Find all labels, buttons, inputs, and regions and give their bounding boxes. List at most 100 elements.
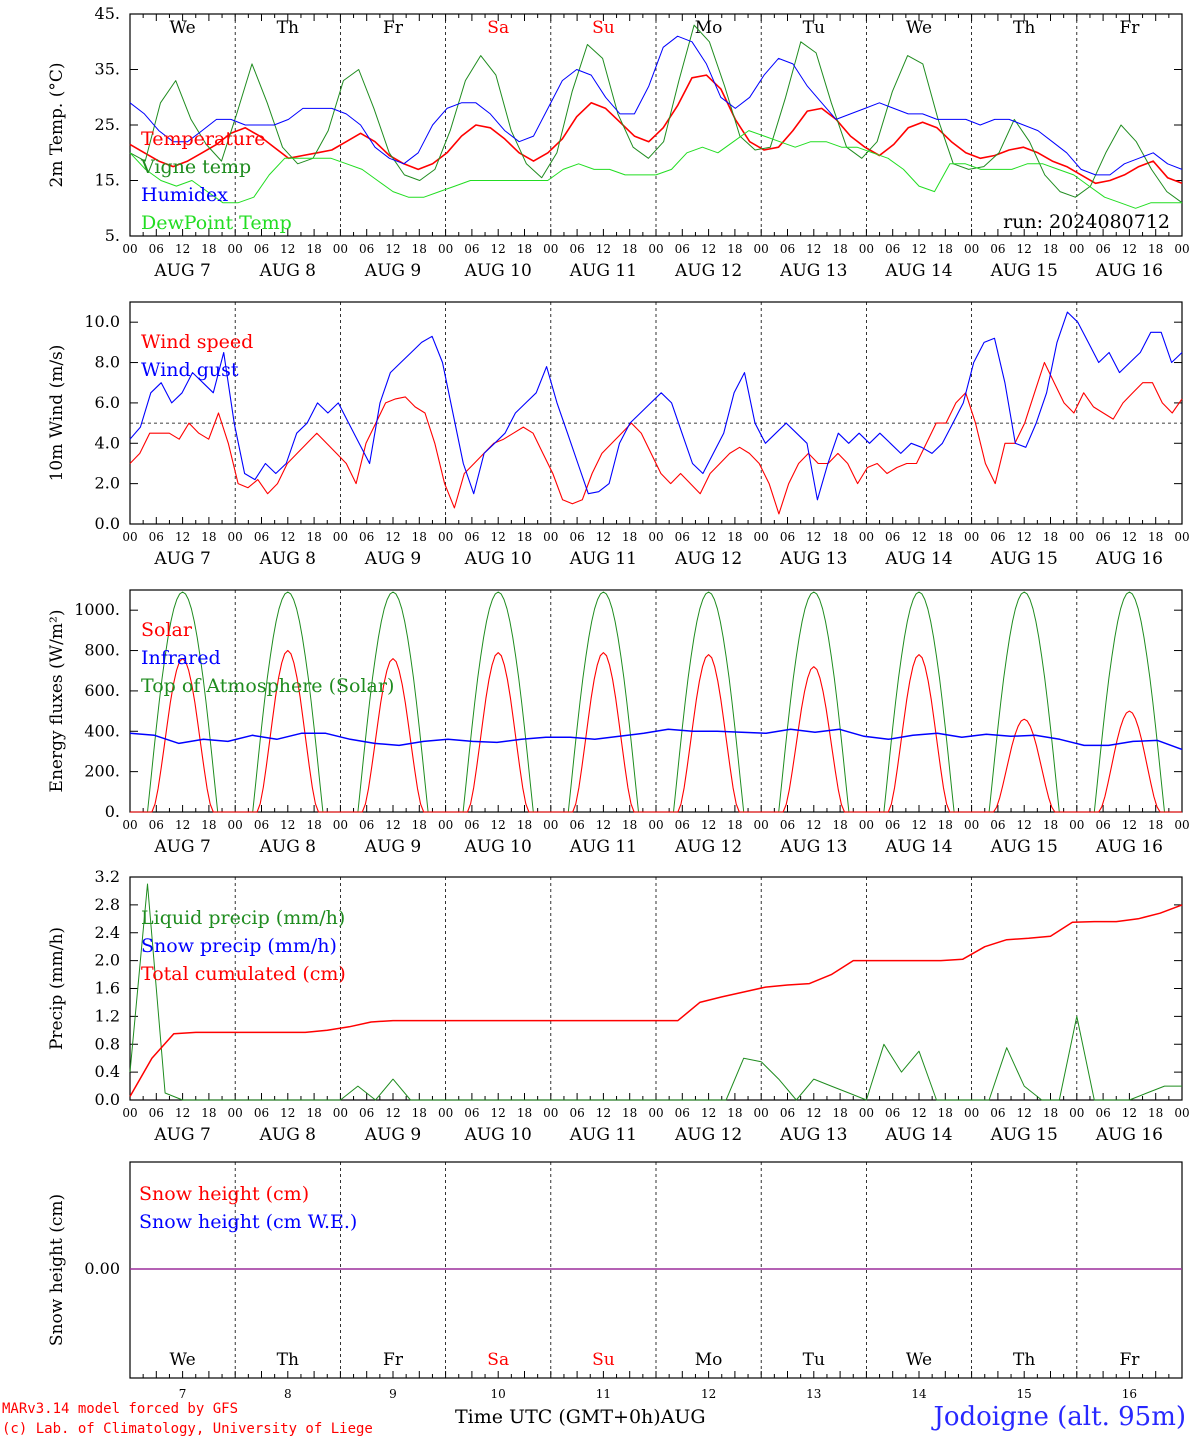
y-tick-label: 2.0 bbox=[95, 474, 120, 493]
panel-frame-5: 0.00 Snow height (cm) Snow height (cm) Snow… bbox=[47, 1161, 1183, 1401]
panel-frame-4: 3.2 2.8 2.4 2.0 1.6 1.2 0.8 0.4 0.0 Precip (mm/h)… bbox=[47, 867, 1190, 1145]
weekday-label: Tu bbox=[803, 18, 825, 38]
hour-label: 00 bbox=[333, 242, 348, 256]
hour-label: 06 bbox=[780, 530, 795, 544]
hour-label: 18 bbox=[201, 530, 216, 544]
hour-label: 00 bbox=[1174, 242, 1189, 256]
series-humidex bbox=[129, 35, 1183, 176]
legend-entry: DewPoint Temp bbox=[141, 212, 292, 234]
date-label: AUG 12 bbox=[674, 1125, 742, 1145]
hour-label: 06 bbox=[149, 818, 164, 832]
hour-label: 06 bbox=[990, 242, 1005, 256]
hour-label: 18 bbox=[1043, 242, 1058, 256]
date-label: AUG 13 bbox=[779, 261, 847, 281]
hour-label: 12 bbox=[175, 1106, 190, 1120]
hour-label: 18 bbox=[412, 242, 427, 256]
weekday-label: We bbox=[906, 1350, 932, 1370]
hour-label: 00 bbox=[754, 1106, 769, 1120]
panel-frame-2: 10.0 8.0 6.0 4.0 2.0 0.0 10m Wind (m/s) Wind sp… bbox=[47, 301, 1190, 569]
y-tick-label: 1.6 bbox=[95, 979, 120, 998]
date-label: AUG 12 bbox=[674, 837, 742, 857]
y-axis-title: Snow height (cm) bbox=[47, 1194, 67, 1346]
hour-label: 12 bbox=[491, 1106, 506, 1120]
hour-label: 18 bbox=[412, 530, 427, 544]
hour-label: 12 bbox=[806, 818, 821, 832]
hour-label: 12 bbox=[1122, 530, 1137, 544]
hour-label: 00 bbox=[964, 1106, 979, 1120]
weekday-label: Mo bbox=[695, 1350, 723, 1370]
hour-label: 00 bbox=[859, 242, 874, 256]
date-label: AUG 14 bbox=[884, 549, 952, 569]
weekday-label: Fr bbox=[1119, 1350, 1140, 1370]
day-number-label: 7 bbox=[179, 1387, 187, 1401]
legend-entry: Top of Atmosphere (Solar) bbox=[141, 675, 394, 697]
hour-label: 06 bbox=[1095, 530, 1110, 544]
weekday-label: We bbox=[906, 18, 932, 38]
date-label: AUG 10 bbox=[464, 549, 532, 569]
hour-label: 00 bbox=[648, 818, 663, 832]
hour-label: 00 bbox=[543, 1106, 558, 1120]
hour-label: 06 bbox=[569, 530, 584, 544]
day-number-label: 16 bbox=[1122, 1387, 1137, 1401]
run-annotation: run: 2024080712 bbox=[1003, 211, 1170, 233]
hour-label: 00 bbox=[648, 530, 663, 544]
hour-label: 00 bbox=[1174, 1106, 1189, 1120]
y-tick-label: 10.0 bbox=[84, 312, 120, 331]
hour-label: 18 bbox=[1148, 530, 1163, 544]
hour-label: 06 bbox=[359, 530, 374, 544]
day-number-label: 14 bbox=[911, 1387, 927, 1401]
series-wind-speed bbox=[129, 361, 1183, 515]
hour-label: 00 bbox=[122, 530, 137, 544]
hour-label: 06 bbox=[780, 242, 795, 256]
hour-label: 12 bbox=[596, 818, 611, 832]
hour-label: 00 bbox=[333, 818, 348, 832]
hour-label: 06 bbox=[149, 530, 164, 544]
date-label: AUG 14 bbox=[884, 261, 952, 281]
hour-label: 00 bbox=[648, 1106, 663, 1120]
hour-label: 00 bbox=[228, 242, 243, 256]
hour-label: 06 bbox=[990, 818, 1005, 832]
legend-entry: Temperature bbox=[141, 128, 265, 150]
hour-label: 12 bbox=[806, 242, 821, 256]
hour-label: 00 bbox=[1174, 818, 1189, 832]
hour-label: 18 bbox=[622, 818, 637, 832]
hour-label: 00 bbox=[438, 1106, 453, 1120]
hour-label: 00 bbox=[228, 1106, 243, 1120]
day-number-label: 12 bbox=[701, 1387, 716, 1401]
series-infrared bbox=[129, 728, 1183, 751]
hour-label: 12 bbox=[596, 530, 611, 544]
date-label: AUG 16 bbox=[1095, 837, 1163, 857]
hour-label: 00 bbox=[122, 818, 137, 832]
hour-label: 18 bbox=[938, 818, 953, 832]
hour-label: 00 bbox=[859, 1106, 874, 1120]
hour-label: 18 bbox=[201, 818, 216, 832]
weekday-label: Tu bbox=[803, 1350, 825, 1370]
hour-label: 12 bbox=[701, 1106, 716, 1120]
hour-label: 06 bbox=[1095, 242, 1110, 256]
y-tick-label: 45. bbox=[95, 4, 120, 23]
hour-label: 12 bbox=[1017, 242, 1032, 256]
date-label: AUG 11 bbox=[569, 837, 637, 857]
hour-label: 00 bbox=[438, 242, 453, 256]
hour-label: 12 bbox=[701, 818, 716, 832]
date-label: AUG 8 bbox=[259, 1125, 316, 1145]
date-label: AUG 8 bbox=[259, 261, 316, 281]
y-tick-label: 25. bbox=[95, 115, 120, 134]
hour-label: 00 bbox=[438, 818, 453, 832]
date-label: AUG 14 bbox=[884, 1125, 952, 1145]
date-label: AUG 9 bbox=[364, 549, 421, 569]
hour-label: 06 bbox=[569, 818, 584, 832]
date-label: AUG 16 bbox=[1095, 1125, 1163, 1145]
hour-label: 06 bbox=[464, 530, 479, 544]
hour-label: 12 bbox=[385, 242, 400, 256]
hour-label: 06 bbox=[254, 818, 269, 832]
date-label: AUG 7 bbox=[153, 837, 210, 857]
legend-entry: Wind gust bbox=[141, 359, 239, 381]
legend-entry: Total cumulated (cm) bbox=[141, 963, 346, 985]
weekday-label: Fr bbox=[1119, 18, 1140, 38]
hour-label: 18 bbox=[201, 1106, 216, 1120]
hour-label: 00 bbox=[543, 242, 558, 256]
series-solar bbox=[130, 649, 1182, 813]
hour-label: 06 bbox=[464, 1106, 479, 1120]
